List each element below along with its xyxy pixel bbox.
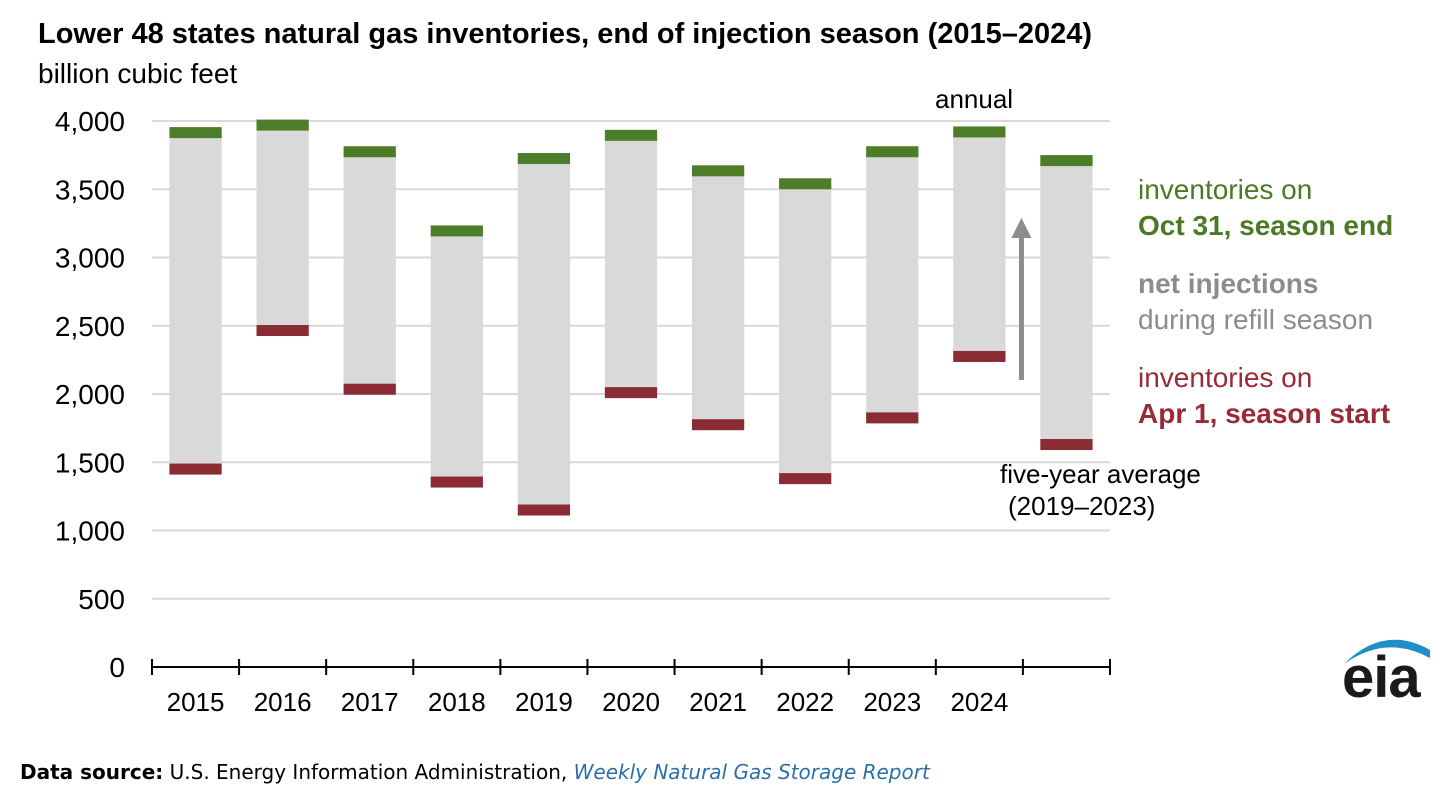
season-end-mark [1040, 155, 1093, 167]
season-start-mark [343, 383, 396, 395]
arrow-head [1011, 218, 1032, 238]
y-tick-label: 0 [109, 652, 125, 683]
data-source-footer: Data source: U.S. Energy Information Adm… [20, 760, 930, 784]
x-tick-label: 2021 [689, 687, 747, 717]
y-tick-label: 2,500 [55, 311, 125, 342]
season-end-mark [517, 153, 571, 165]
season-end-mark [169, 127, 222, 139]
y-tick-label: 500 [78, 584, 125, 615]
season-start-mark [953, 350, 1006, 362]
y-tick-label: 4,000 [55, 106, 125, 137]
season-end-mark [691, 165, 745, 177]
season-end-mark [866, 146, 919, 158]
season-start-mark [1040, 439, 1093, 451]
season-end-mark [343, 146, 396, 158]
season-end-mark [779, 178, 832, 190]
x-tick-label: 2016 [254, 687, 312, 717]
y-tick-label: 1,000 [55, 516, 125, 547]
annotation-avg-line1: five-year average [1000, 459, 1201, 489]
chart-subtitle: billion cubic feet [38, 58, 238, 89]
annotation-annual: annual [935, 84, 1014, 114]
injection-bar [604, 135, 658, 393]
x-tick-label: 2017 [341, 687, 399, 717]
legend-end-line1: inventories on [1138, 174, 1313, 205]
season-start-mark [517, 504, 571, 516]
data-source-link[interactable]: Weekly Natural Gas Storage Report [573, 760, 930, 784]
x-tick-label: 2019 [515, 687, 573, 717]
injection-bar [343, 151, 396, 390]
season-start-mark [604, 387, 658, 399]
legend-season-end: inventories on Oct 31, season end [1138, 172, 1393, 244]
x-tick-label: 2024 [950, 687, 1008, 717]
season-end-mark [604, 129, 658, 141]
x-tick-label: 2023 [863, 687, 921, 717]
x-tick-label: 2022 [776, 687, 834, 717]
eia-logo-text: eia [1342, 645, 1421, 710]
injection-bar [169, 132, 222, 470]
season-start-mark [866, 412, 919, 424]
bars [169, 119, 1093, 516]
legend-net-injections: net injections during refill season [1138, 266, 1373, 338]
annotation-avg-line2: (2019–2023) [1008, 491, 1156, 521]
legend-inj-line1: net injections [1138, 268, 1319, 299]
y-tick-label: 1,500 [55, 447, 125, 478]
injection-bar [866, 151, 919, 418]
injection-bar [953, 131, 1006, 357]
x-tick-labels: 2015 2016 2017 2018 2019 2020 2021 2022 2023 2024 [167, 687, 1009, 717]
season-end-mark [953, 126, 1006, 138]
data-source-text: U.S. Energy Information Administration, [163, 760, 574, 784]
season-start-mark [169, 463, 222, 475]
season-start-mark [430, 476, 483, 488]
legend-inj-line2: during refill season [1138, 304, 1374, 335]
injection-arrow [1011, 218, 1032, 380]
data-source-label: Data source: [20, 760, 164, 784]
annotation-five-year-average: five-year average (2019–2023) [1000, 458, 1201, 522]
x-tick-label: 2015 [167, 687, 225, 717]
injection-bar [691, 170, 745, 425]
season-end-mark [256, 119, 309, 131]
legend-start-line1: inventories on [1138, 362, 1313, 393]
season-start-mark [256, 325, 309, 337]
y-tick-labels: 0 500 1,000 1,500 2,000 2,500 3,000 3,500 4,000 [55, 106, 125, 683]
x-tick-label: 2020 [602, 687, 660, 717]
season-end-mark [430, 225, 483, 237]
y-tick-label: 2,000 [55, 379, 125, 410]
y-tick-label: 3,000 [55, 243, 125, 274]
eia-logo-icon: eia [1334, 628, 1434, 710]
eia-logo-swoosh [1344, 639, 1430, 664]
y-tick-label: 3,500 [55, 174, 125, 205]
season-start-mark [691, 419, 745, 431]
injection-bar [256, 125, 309, 331]
injection-bar [430, 230, 483, 483]
injection-bar [1040, 160, 1093, 445]
legend-season-start: inventories on Apr 1, season start [1138, 360, 1390, 432]
injection-bar [779, 183, 832, 479]
season-start-mark [779, 473, 832, 485]
x-axis [151, 659, 1111, 675]
legend-start-line2: Apr 1, season start [1138, 398, 1391, 429]
legend-end-line2: Oct 31, season end [1138, 210, 1394, 241]
chart-title: Lower 48 states natural gas inventories,… [38, 18, 1093, 50]
x-tick-label: 2018 [428, 687, 486, 717]
injection-bar [517, 158, 571, 511]
